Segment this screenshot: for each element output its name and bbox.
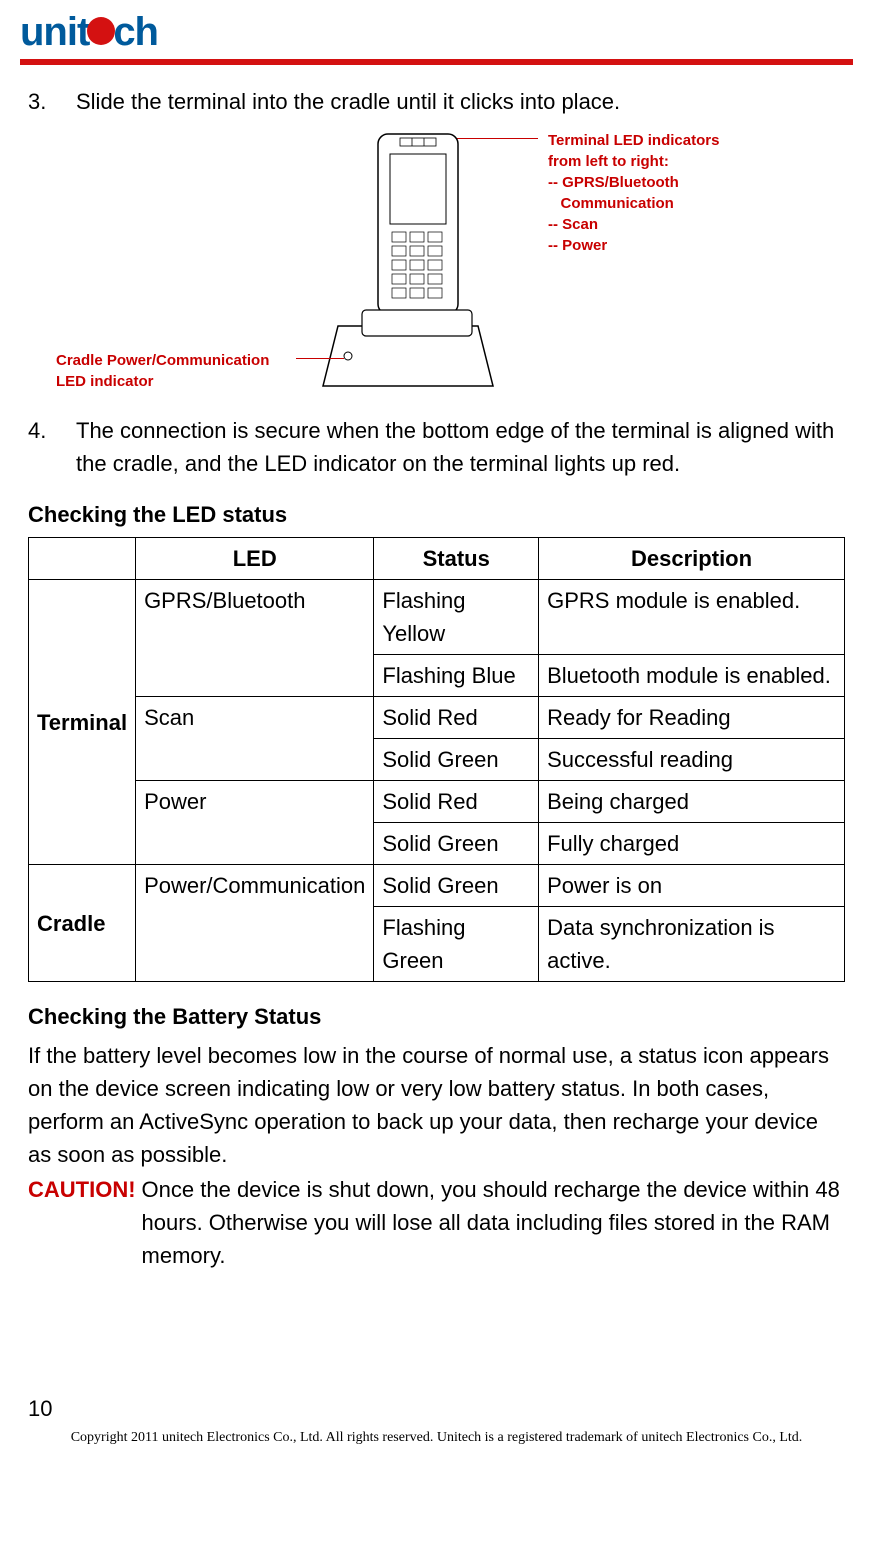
table-cell: Successful reading xyxy=(539,739,845,781)
page-footer: 10 Copyright 2011 unitech Electronics Co… xyxy=(28,1392,845,1448)
table-cell: Solid Red xyxy=(374,697,539,739)
table-header: Status xyxy=(374,538,539,580)
led-status-table: LED Status Description Terminal GPRS/Blu… xyxy=(28,537,845,982)
callout-line: LED indicator xyxy=(56,371,269,392)
table-header xyxy=(29,538,136,580)
table-cell: Flashing Green xyxy=(374,907,539,982)
table-cell: Scan xyxy=(136,697,374,781)
table-cell: Power is on xyxy=(539,865,845,907)
brand-logo-text: unitch xyxy=(20,10,158,55)
led-status-heading: Checking the LED status xyxy=(28,498,845,531)
terminal-cradle-icon xyxy=(308,126,498,406)
caution-text: Once the device is shut down, you should… xyxy=(142,1173,845,1272)
callout-terminal-leds: Terminal LED indicators from left to rig… xyxy=(548,130,719,256)
callout-line-icon xyxy=(296,358,344,359)
table-header: Description xyxy=(539,538,845,580)
table-cell: Bluetooth module is enabled. xyxy=(539,655,845,697)
battery-paragraph: If the battery level becomes low in the … xyxy=(28,1039,845,1171)
table-cell: Data synchronization is active. xyxy=(539,907,845,982)
table-cell: GPRS module is enabled. xyxy=(539,580,845,655)
step-number: 3. xyxy=(28,85,76,118)
step-text: The connection is secure when the bottom… xyxy=(76,414,845,480)
caution-block: CAUTION! Once the device is shut down, y… xyxy=(28,1173,845,1272)
device-diagram: Terminal LED indicators from left to rig… xyxy=(28,126,845,406)
table-cell: Solid Green xyxy=(374,865,539,907)
callout-line: -- Power xyxy=(548,235,719,256)
step-4: 4. The connection is secure when the bot… xyxy=(28,414,845,480)
table-cell: Ready for Reading xyxy=(539,697,845,739)
table-cell: Being charged xyxy=(539,781,845,823)
table-cell: Flashing Blue xyxy=(374,655,539,697)
table-cell: GPRS/Bluetooth xyxy=(136,580,374,697)
callout-cradle-led: Cradle Power/Communication LED indicator xyxy=(56,350,269,392)
table-row: Cradle Power/Communication Solid Green P… xyxy=(29,865,845,907)
step-3: 3. Slide the terminal into the cradle un… xyxy=(28,85,845,118)
step-text: Slide the terminal into the cradle until… xyxy=(76,85,845,118)
table-header-row: LED Status Description xyxy=(29,538,845,580)
copyright-text: Copyright 2011 unitech Electronics Co., … xyxy=(28,1427,845,1448)
table-row: Terminal GPRS/Bluetooth Flashing Yellow … xyxy=(29,580,845,655)
page-content: 3. Slide the terminal into the cradle un… xyxy=(0,65,873,1448)
table-group-label: Cradle xyxy=(29,865,136,982)
table-row: Scan Solid Red Ready for Reading xyxy=(29,697,845,739)
table-cell: Fully charged xyxy=(539,823,845,865)
table-cell: Solid Red xyxy=(374,781,539,823)
table-cell: Power xyxy=(136,781,374,865)
callout-line: -- Scan xyxy=(548,214,719,235)
callout-line: Terminal LED indicators xyxy=(548,130,719,151)
callout-line: from left to right: xyxy=(548,151,719,172)
table-cell: Solid Green xyxy=(374,739,539,781)
caution-label: CAUTION! xyxy=(28,1173,142,1272)
table-row: Power Solid Red Being charged xyxy=(29,781,845,823)
battery-status-heading: Checking the Battery Status xyxy=(28,1000,845,1033)
callout-line: Communication xyxy=(548,193,719,214)
brand-logo: unitch xyxy=(20,10,853,65)
logo-dot-icon xyxy=(87,17,115,45)
callout-line: -- GPRS/Bluetooth xyxy=(548,172,719,193)
table-header: LED xyxy=(136,538,374,580)
step-number: 4. xyxy=(28,414,76,480)
table-cell: Solid Green xyxy=(374,823,539,865)
callout-line: Cradle Power/Communication xyxy=(56,350,269,371)
page-header: unitch xyxy=(0,0,873,65)
table-cell: Power/Communication xyxy=(136,865,374,982)
table-cell: Flashing Yellow xyxy=(374,580,539,655)
table-group-label: Terminal xyxy=(29,580,136,865)
page-number: 10 xyxy=(28,1392,845,1425)
